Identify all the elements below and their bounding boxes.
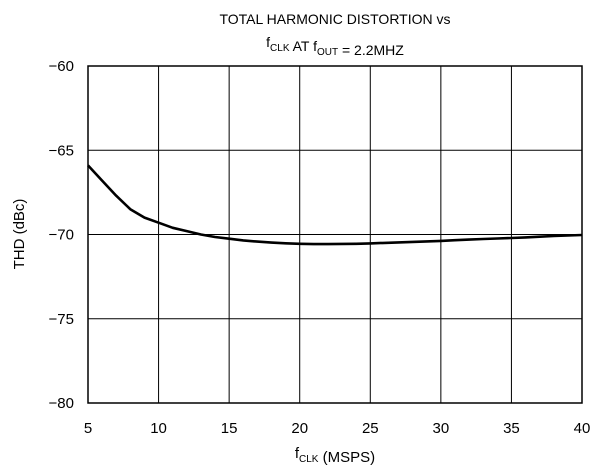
grid-lines xyxy=(87,65,583,404)
x-tick-label: 25 xyxy=(362,420,379,437)
x-tick-label: 20 xyxy=(291,420,308,437)
chart-title-line1: TOTAL HARMONIC DISTORTION vs xyxy=(219,11,450,27)
chart-title-line2: fCLK AT fOUT = 2.2MHZ xyxy=(266,34,404,58)
x-tick-label: 35 xyxy=(503,420,520,437)
thd-series-line xyxy=(87,164,583,246)
x-axis-label: fCLK (MSPS) xyxy=(295,445,375,466)
x-tick-label: 5 xyxy=(84,420,92,437)
y-tick-labels: −60 −65 −70 −75 −80 xyxy=(49,58,74,412)
x-tick-label: 10 xyxy=(150,420,167,437)
x-tick-label: 30 xyxy=(433,420,450,437)
plot-frame xyxy=(87,65,583,404)
series-layer xyxy=(87,164,583,246)
y-tick-label: −80 xyxy=(49,395,74,412)
y-tick-label: −60 xyxy=(49,58,74,75)
x-tick-label: 15 xyxy=(221,420,238,437)
y-tick-label: −75 xyxy=(49,311,74,328)
y-tick-label: −70 xyxy=(49,227,74,244)
y-axis-label: THD (dBc) xyxy=(11,199,28,270)
x-tick-labels: 5 10 15 20 25 30 35 40 xyxy=(84,420,591,437)
x-tick-label: 40 xyxy=(574,420,591,437)
y-tick-label: −65 xyxy=(49,142,74,159)
